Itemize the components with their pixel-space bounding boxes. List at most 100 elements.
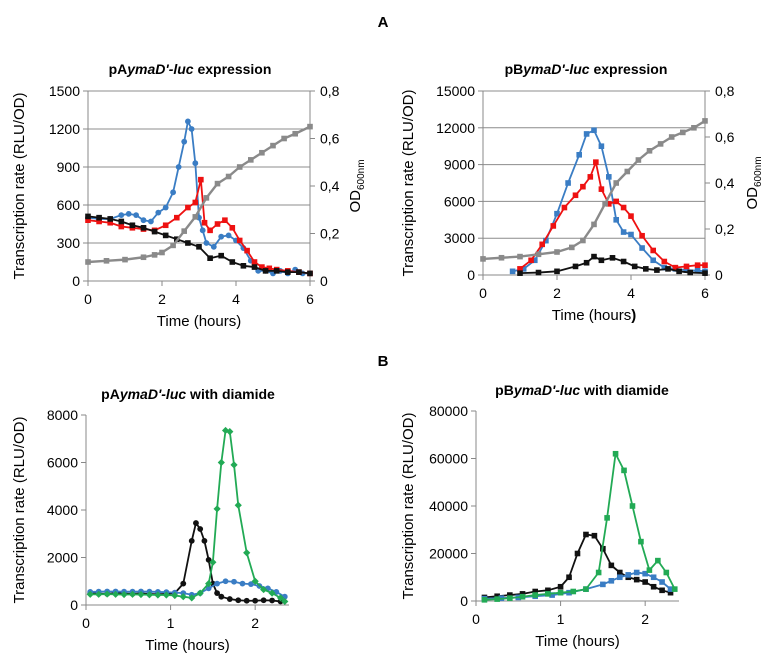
- data-point: [635, 157, 642, 163]
- data-point: [535, 251, 542, 258]
- data-point: [188, 594, 196, 602]
- data-point: [665, 266, 671, 272]
- chart-title-part: pB: [495, 382, 514, 398]
- data-point: [565, 180, 571, 186]
- series-2: [85, 213, 313, 277]
- data-point: [549, 592, 555, 598]
- data-point: [162, 204, 169, 211]
- series-3: [85, 123, 313, 265]
- data-point: [532, 592, 539, 598]
- data-point: [225, 232, 232, 239]
- data-point: [659, 587, 665, 594]
- data-point: [620, 258, 627, 265]
- data-point: [128, 590, 137, 598]
- data-point: [507, 592, 513, 598]
- data-point: [517, 266, 523, 272]
- data-point: [600, 581, 606, 588]
- data-point: [642, 570, 648, 577]
- y2-tick-label: 0,8: [320, 83, 340, 99]
- data-point: [107, 219, 113, 226]
- series-line: [512, 129, 706, 273]
- data-point: [218, 233, 225, 240]
- x-axis-label: Time (hours): [535, 633, 619, 650]
- data-point: [268, 589, 276, 597]
- data-point: [137, 590, 145, 599]
- data-point: [667, 589, 674, 596]
- y-axis-label: Transcription rate (RLU/OD): [400, 90, 417, 277]
- data-point: [494, 593, 500, 600]
- data-point: [96, 214, 102, 221]
- y2-tick-label: 0,6: [715, 129, 735, 145]
- data-point: [606, 201, 612, 207]
- y2-tick-label: 0,2: [320, 226, 340, 242]
- chart-pb-expression: pBymaD'-luc expression 0 3000 6000 9000 12000…: [400, 61, 764, 324]
- data-point: [236, 237, 243, 244]
- x-tick-label: 0: [472, 611, 480, 627]
- y-tick-label: 1500: [49, 83, 80, 99]
- data-point: [661, 264, 668, 271]
- data-point: [154, 591, 162, 599]
- data-point: [671, 586, 678, 592]
- data-point: [557, 583, 564, 590]
- data-point: [225, 173, 232, 180]
- data-point: [554, 210, 560, 217]
- data-point: [646, 148, 653, 154]
- data-point: [210, 243, 217, 250]
- data-point: [583, 259, 590, 266]
- y-axis-label: Transcription rate (RLU/OD): [400, 413, 417, 600]
- data-point: [85, 213, 91, 220]
- y-tick-label: 20000: [429, 546, 468, 562]
- y-tick-label: 300: [57, 235, 81, 251]
- data-point: [205, 580, 213, 588]
- data-point: [628, 231, 634, 238]
- data-point: [281, 135, 287, 142]
- data-point: [243, 597, 250, 604]
- series-1: [85, 176, 313, 277]
- x-axis-label: Time (hours): [145, 637, 229, 654]
- series-line: [87, 125, 311, 264]
- data-point: [196, 244, 202, 250]
- data-point: [107, 216, 113, 222]
- data-point: [170, 189, 177, 196]
- data-point: [598, 186, 605, 192]
- y-tick-label: 4000: [47, 502, 78, 518]
- data-point: [687, 269, 693, 276]
- data-point: [218, 252, 224, 259]
- data-point: [598, 257, 605, 264]
- data-point: [266, 265, 273, 272]
- data-point: [226, 428, 234, 436]
- data-point: [174, 214, 180, 221]
- x-axis-label-text: Time (hours): [157, 313, 241, 330]
- data-point: [609, 255, 616, 261]
- y-tick-label: 0: [70, 597, 78, 613]
- data-point: [608, 578, 615, 584]
- data-point: [620, 229, 627, 235]
- series-line: [90, 429, 286, 603]
- data-point: [234, 501, 242, 509]
- y-tick-label: 6000: [444, 193, 475, 209]
- data-point: [591, 127, 597, 134]
- y-axis-label: Transcription rate (RLU/OD): [11, 93, 28, 280]
- data-point: [229, 225, 236, 231]
- data-point: [535, 269, 542, 276]
- data-point: [591, 221, 597, 228]
- data-point: [661, 258, 668, 265]
- data-point: [691, 125, 697, 131]
- data-point: [633, 576, 640, 583]
- data-point: [269, 597, 275, 604]
- data-point: [519, 593, 526, 600]
- data-point: [616, 574, 623, 581]
- y-tick-label: 6000: [47, 455, 78, 471]
- y-tick-label: 2000: [47, 550, 78, 566]
- data-point: [188, 126, 195, 132]
- data-point: [240, 263, 247, 269]
- y2-axis-label: OD600nm: [744, 156, 764, 209]
- data-point: [650, 574, 657, 581]
- chart-title: pBymaD'-luc expression: [505, 61, 668, 77]
- data-point: [307, 123, 313, 130]
- data-point: [103, 590, 111, 598]
- x-tick-label: 0: [84, 291, 92, 307]
- data-point: [702, 270, 708, 276]
- data-point: [642, 579, 648, 585]
- chart-title-part: pB: [505, 61, 524, 77]
